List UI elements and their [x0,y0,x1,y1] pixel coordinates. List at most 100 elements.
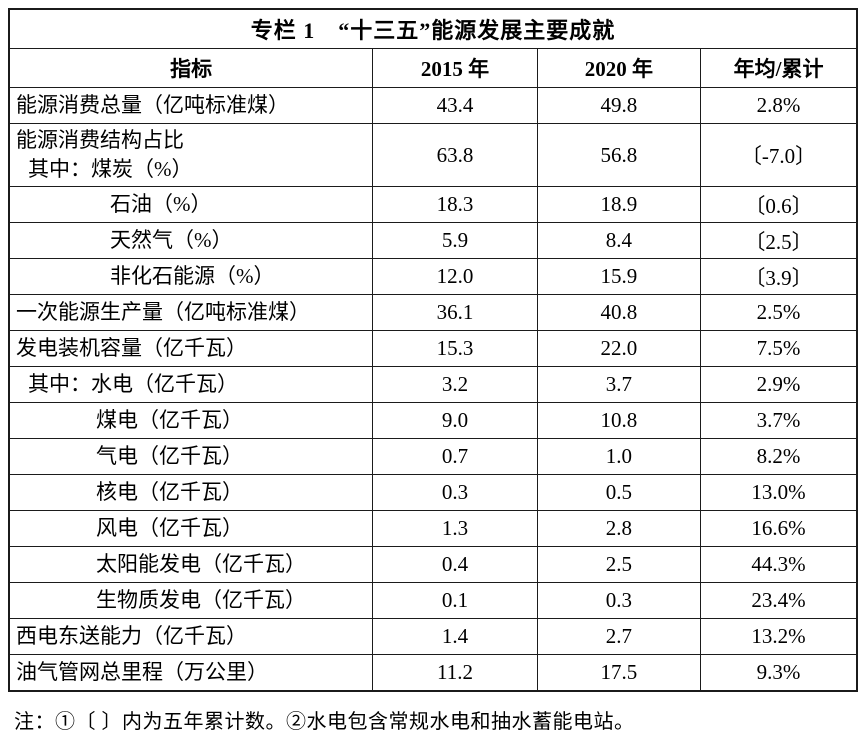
value-2020-cell: 56.8 [536,123,702,187]
value-2020-cell: 2.8 [536,510,702,547]
table-row: 发电装机容量（亿千瓦） 15.3 22.0 7.5% [8,330,858,367]
indicator-cell: 煤电（亿千瓦） [8,402,374,439]
rate-cell: 8.2% [700,438,858,475]
indicator-cell: 一次能源生产量（亿吨标准煤） [8,294,374,331]
value-2015-cell: 36.1 [372,294,538,331]
column-header-2020: 2020 年 [536,48,702,88]
indicator-cell: 天然气（%） [8,222,374,259]
table-title: 专栏 1 “十三五”能源发展主要成就 [8,8,858,49]
table-row: 西电东送能力（亿千瓦） 1.4 2.7 13.2% [8,618,858,655]
table-title-row: 专栏 1 “十三五”能源发展主要成就 [8,8,858,49]
indicator-cell: 风电（亿千瓦） [8,510,374,547]
value-2015-cell: 18.3 [372,186,538,223]
indicator-text: 气电（亿千瓦） [96,444,243,469]
indicator-text: 非化石能源（%） [110,264,275,289]
value-2020-cell: 0.3 [536,582,702,619]
table-row: 太阳能发电（亿千瓦） 0.4 2.5 44.3% [8,546,858,583]
indicator-cell: 太阳能发电（亿千瓦） [8,546,374,583]
indicator-cell: 非化石能源（%） [8,258,374,295]
table-row: 气电（亿千瓦） 0.7 1.0 8.2% [8,438,858,475]
indicator-text: 发电装机容量（亿千瓦） [16,336,247,361]
table-row: 天然气（%） 5.9 8.4 〔2.5〕 [8,222,858,259]
indicator-text: 西电东送能力（亿千瓦） [16,624,247,649]
value-2015-cell: 1.3 [372,510,538,547]
value-2020-cell: 1.0 [536,438,702,475]
value-2020-cell: 10.8 [536,402,702,439]
value-2015-cell: 63.8 [372,123,538,187]
value-2015-cell: 11.2 [372,654,538,692]
table-row: 油气管网总里程（万公里） 11.2 17.5 9.3% [8,654,858,692]
rate-cell: 7.5% [700,330,858,367]
rate-cell: 23.4% [700,582,858,619]
indicator-cell: 能源消费结构占比其中：煤炭（%） [8,123,374,187]
value-2020-cell: 18.9 [536,186,702,223]
rate-cell: 〔0.6〕 [700,186,858,223]
rate-cell: 44.3% [700,546,858,583]
rate-cell: 2.8% [700,87,858,124]
value-2020-cell: 15.9 [536,258,702,295]
table-row: 一次能源生产量（亿吨标准煤） 36.1 40.8 2.5% [8,294,858,331]
indicator-text: 风电（亿千瓦） [96,516,243,541]
indicator-cell: 气电（亿千瓦） [8,438,374,475]
table-body: 能源消费总量（亿吨标准煤） 43.4 49.8 2.8% 能源消费结构占比其中：煤炭（%… [8,87,858,692]
indicator-cell: 石油（%） [8,186,374,223]
column-header-2015: 2015 年 [372,48,538,88]
value-2015-cell: 3.2 [372,366,538,403]
indicator-text: 核电（亿千瓦） [96,480,243,505]
indicator-cell: 生物质发电（亿千瓦） [8,582,374,619]
table-row: 石油（%） 18.3 18.9 〔0.6〕 [8,186,858,223]
indicator-text: 其中：水电（亿千瓦） [28,372,238,397]
indicator-cell: 能源消费总量（亿吨标准煤） [8,87,374,124]
table-header-row: 指标 2015 年 2020 年 年均/累计 [8,48,858,88]
rate-cell: 2.5% [700,294,858,331]
table-row: 煤电（亿千瓦） 9.0 10.8 3.7% [8,402,858,439]
value-2015-cell: 0.4 [372,546,538,583]
table-row: 能源消费总量（亿吨标准煤） 43.4 49.8 2.8% [8,87,858,124]
indicator-text: 其中：煤炭（%） [28,157,193,181]
rate-cell: 〔2.5〕 [700,222,858,259]
value-2015-cell: 15.3 [372,330,538,367]
rate-cell: 〔3.9〕 [700,258,858,295]
table-row: 能源消费结构占比 其中：煤炭（%） 63.8 56.8 〔-7.0〕 [8,123,858,187]
value-2015-cell: 43.4 [372,87,538,124]
indicator-text: 能源消费结构占比 [16,128,184,153]
value-2020-cell: 22.0 [536,330,702,367]
energy-achievements-table: 专栏 1 “十三五”能源发展主要成就 指标 2015 年 2020 年 年均/累… [8,8,858,692]
value-2020-cell: 0.5 [536,474,702,511]
table-row: 其中：水电（亿千瓦） 3.2 3.7 2.9% [8,366,858,403]
indicator-text: 太阳能发电（亿千瓦） [96,552,306,577]
value-2015-cell: 12.0 [372,258,538,295]
indicator-cell: 油气管网总里程（万公里） [8,654,374,692]
value-2015-cell: 5.9 [372,222,538,259]
rate-cell: 2.9% [700,366,858,403]
value-2015-cell: 0.3 [372,474,538,511]
column-header-rate: 年均/累计 [700,48,858,88]
value-2020-cell: 2.5 [536,546,702,583]
rate-cell: 13.2% [700,618,858,655]
rate-cell: 16.6% [700,510,858,547]
indicator-text: 一次能源生产量（亿吨标准煤） [16,300,310,325]
indicator-text: 能源消费总量（亿吨标准煤） [16,93,289,118]
value-2020-cell: 2.7 [536,618,702,655]
indicator-cell: 西电东送能力（亿千瓦） [8,618,374,655]
indicator-text: 石油（%） [110,192,212,217]
table-row: 非化石能源（%） 12.0 15.9 〔3.9〕 [8,258,858,295]
column-header-indicator: 指标 [8,48,374,88]
rate-cell: 9.3% [700,654,858,692]
indicator-text: 天然气（%） [110,228,233,253]
rate-cell: 13.0% [700,474,858,511]
indicator-cell: 发电装机容量（亿千瓦） [8,330,374,367]
value-2020-cell: 17.5 [536,654,702,692]
value-2015-cell: 0.7 [372,438,538,475]
table-row: 风电（亿千瓦） 1.3 2.8 16.6% [8,510,858,547]
table-row: 核电（亿千瓦） 0.3 0.5 13.0% [8,474,858,511]
rate-cell: 〔-7.0〕 [700,123,858,187]
indicator-text: 煤电（亿千瓦） [96,408,243,433]
indicator-text: 生物质发电（亿千瓦） [96,588,306,613]
footnote: 注：①〔 〕内为五年累计数。②水电包含常规水电和抽水蓄能电站。 [14,711,635,733]
value-2020-cell: 49.8 [536,87,702,124]
indicator-cell: 核电（亿千瓦） [8,474,374,511]
value-2020-cell: 40.8 [536,294,702,331]
value-2015-cell: 9.0 [372,402,538,439]
